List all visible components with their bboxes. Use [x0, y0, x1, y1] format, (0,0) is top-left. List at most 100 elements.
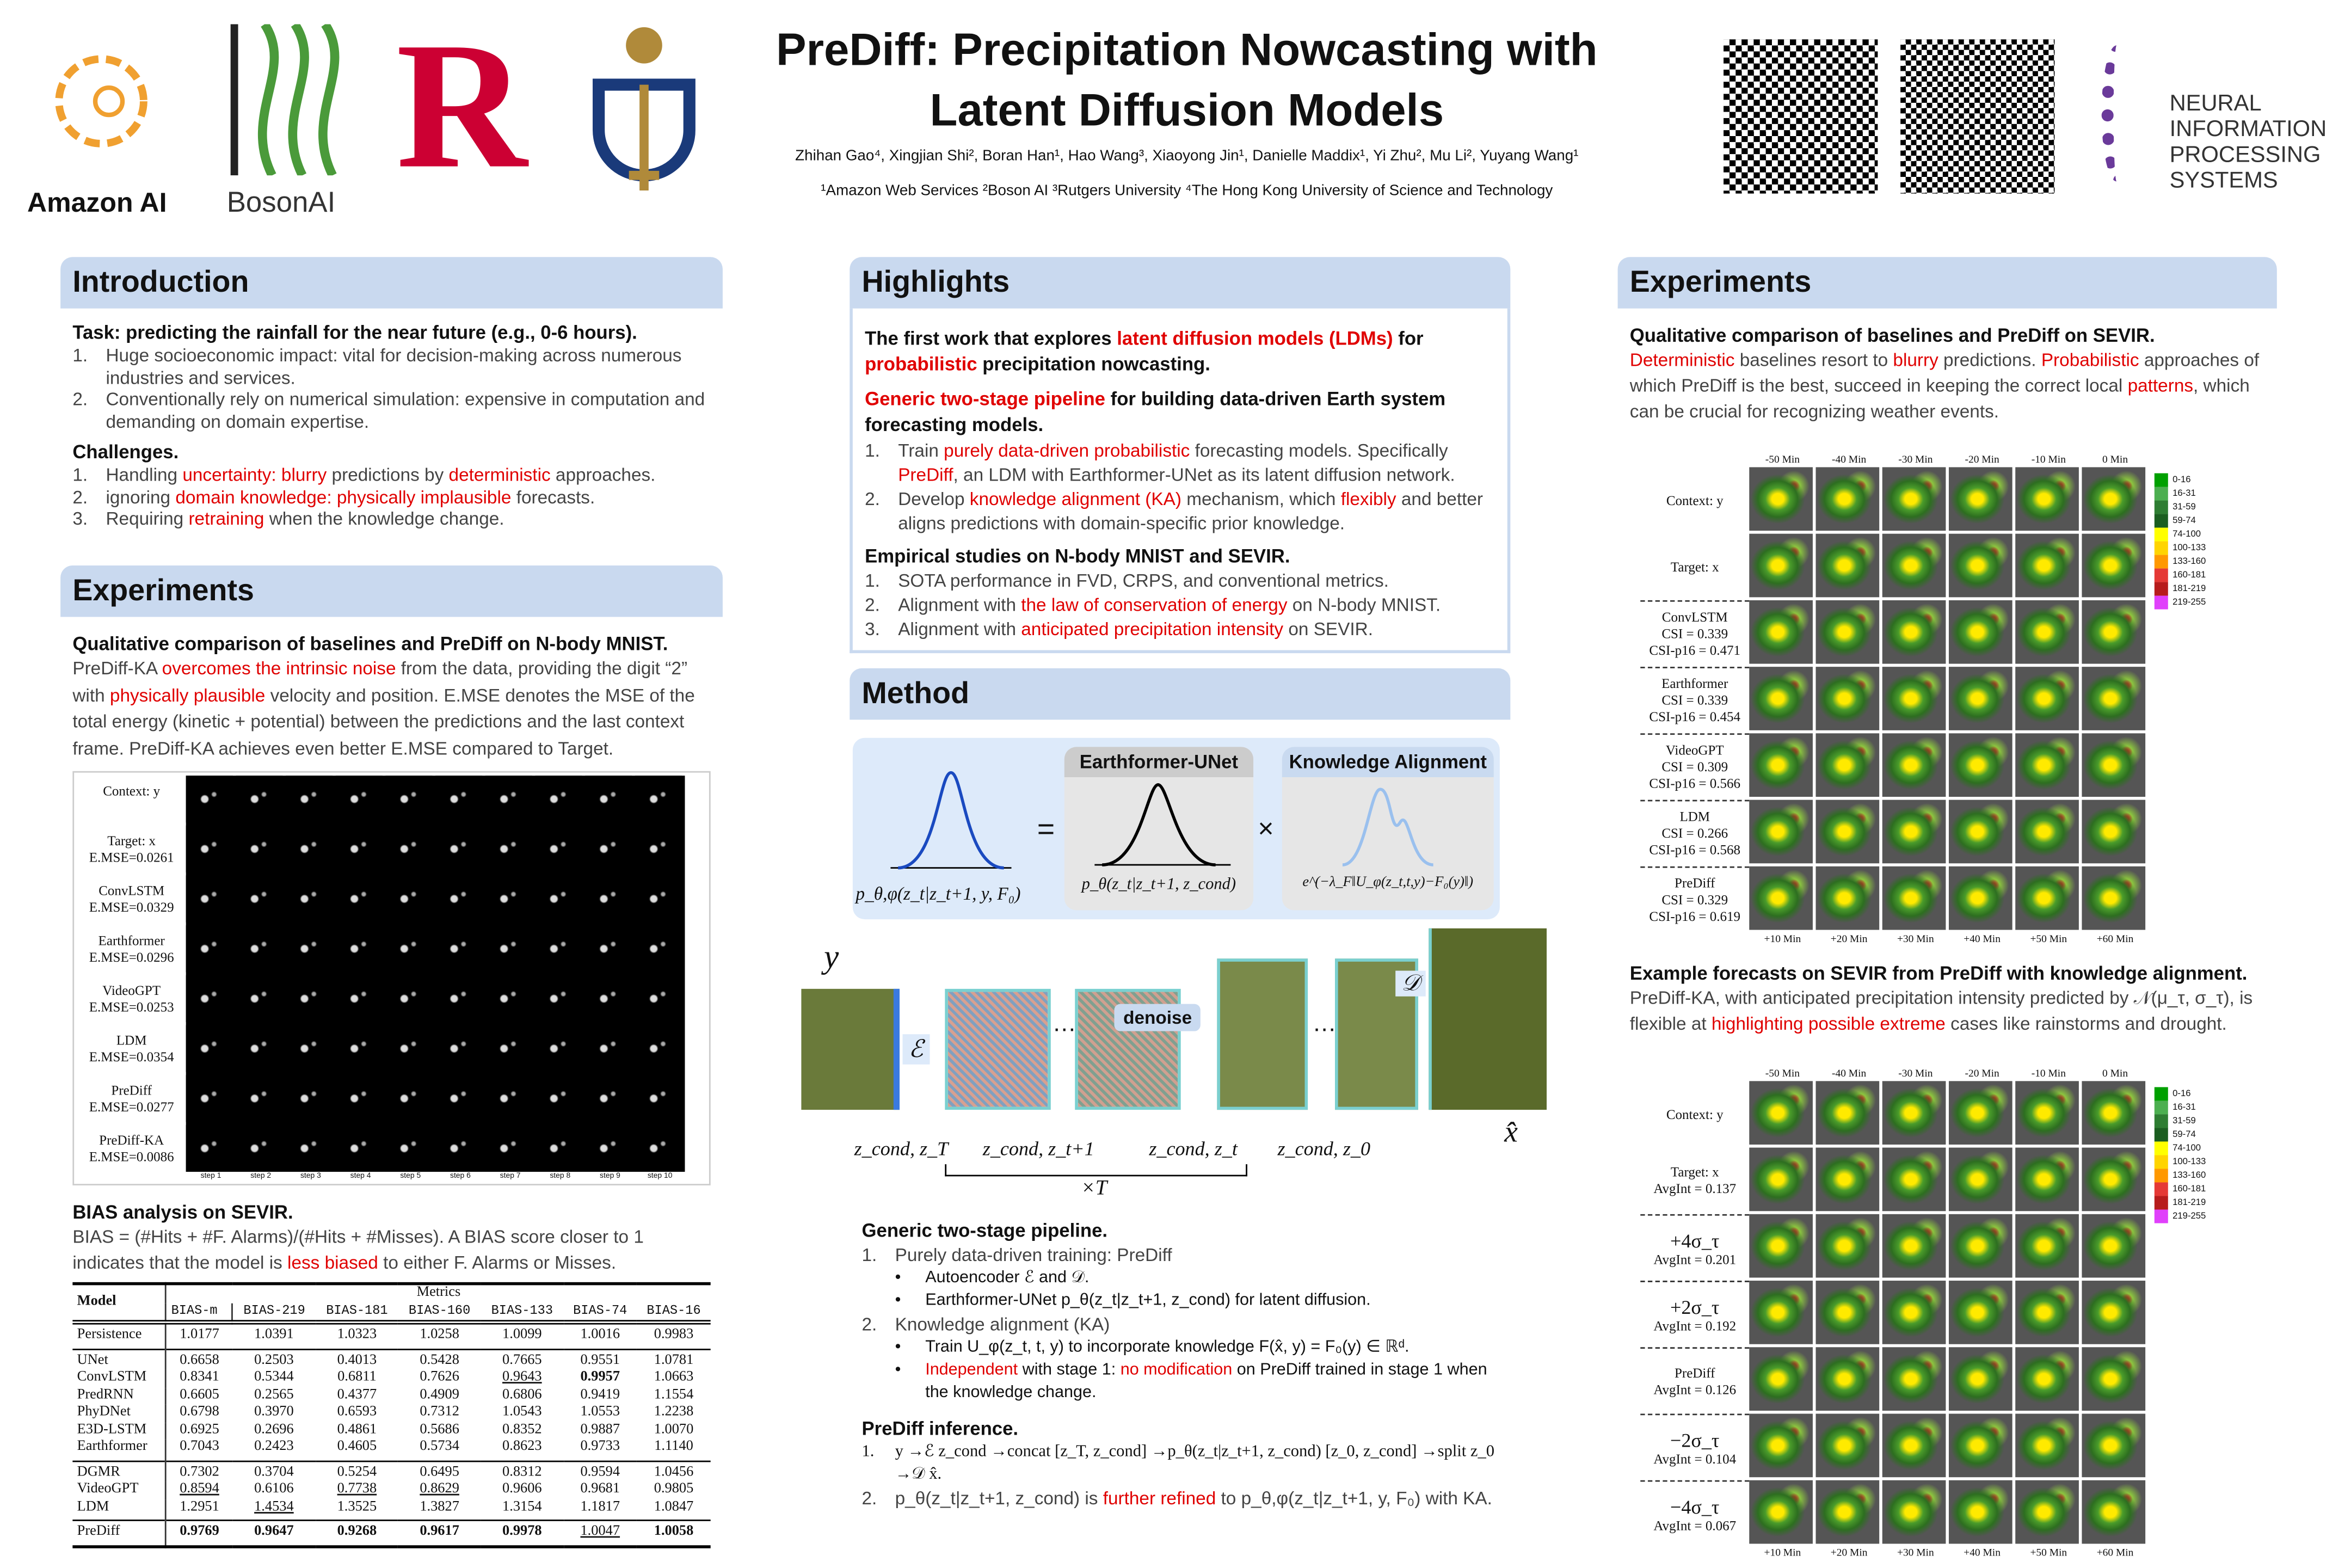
radar-frame [1948, 533, 2012, 598]
table-cell: 0.8594 [180, 1481, 219, 1497]
emse-value: E.MSE=0.0086 [89, 1149, 174, 1165]
radar-frame [1815, 1480, 1880, 1544]
time-label: -10 Min [2031, 453, 2066, 466]
qr-code-github[interactable] [1900, 39, 2055, 194]
radar-frame [1882, 1413, 1946, 1478]
mnist-frame [485, 925, 532, 973]
step-label: step 1 [200, 1172, 221, 1181]
legend-item: 59-74 [2154, 514, 2206, 528]
list-item: 2. p_θ(z_t|z_t+1, z_cond) is further refi… [861, 1487, 1492, 1509]
table-cell: 0.2696 [254, 1422, 294, 1437]
mnist-grid-wrap: step 1 step 2 step 3 step 4 step 5 step 6 step… [186, 776, 685, 1181]
list-item: • Earthformer-UNet p_θ(z_t|z_t+1, z_cond)… [895, 1291, 1371, 1309]
legend-item: 59-74 [2154, 1128, 2206, 1142]
latent-label: z_cond, z_t [1149, 1137, 1238, 1160]
legend-label: 219-255 [2172, 598, 2206, 607]
legend-swatch [2154, 1209, 2168, 1223]
step-label: step 3 [300, 1172, 321, 1181]
legend-label: 74-100 [2172, 530, 2201, 539]
legend-swatch [2154, 1155, 2168, 1169]
highlight-text: less biased [287, 1252, 378, 1274]
qr-code-paper[interactable] [1724, 39, 1878, 194]
row-label: Target: x [1640, 534, 1749, 600]
radar-frame [1815, 1413, 1880, 1478]
legend-item: 100-133 [2154, 1155, 2206, 1169]
model-name: Context: y [1666, 492, 1724, 508]
table-cell: LDM [72, 1499, 167, 1521]
mnist-frame [435, 975, 483, 1022]
radar-frame [1749, 1347, 1813, 1411]
table-cell: 0.8623 [502, 1439, 542, 1455]
amazon-ai-logo [33, 33, 184, 173]
legend-swatch [2154, 555, 2168, 569]
mnist-frame [286, 1124, 333, 1172]
radar-frame [1815, 1347, 1880, 1411]
radar-frame [1882, 667, 1946, 730]
row-label: +2σ_τ AvgInt = 0.192 [1640, 1281, 1750, 1347]
table-cell: 1.0047 [580, 1524, 620, 1540]
nbody-mnist-figure: Context: y Target: x E.MSE=0.0261 ConvLSTM E… [72, 771, 711, 1186]
model-name: ConvLSTM [99, 883, 165, 899]
equation-left: p_θ,φ(z_t|z_t+1, y, F₀) [856, 883, 1021, 905]
list-item: 1. y →ℰ z_cond →concat [z_T, z_cond] →p_θ… [861, 1442, 1495, 1484]
sevir-body: Context: y Target: x ConvLSTM CSI = 0.339 CS… [1640, 467, 2275, 933]
legend-swatch [2154, 1196, 2168, 1210]
legend-label: 181-219 [2172, 584, 2206, 594]
metric-value: AvgInt = 0.104 [1653, 1450, 1737, 1466]
radar-frame [2082, 1480, 2146, 1544]
radar-grid [1749, 467, 2146, 933]
table-cell: 1.0391 [254, 1327, 294, 1343]
mnist-frame [535, 1075, 582, 1122]
model-name: VideoGPT [1665, 742, 1724, 758]
subheading: Qualitative comparison of baselines and … [72, 634, 668, 655]
model-name: +4σ_τ [1670, 1228, 1720, 1251]
table-cell: 0.6658 [180, 1352, 219, 1368]
legend-item: 0-16 [2154, 1087, 2206, 1101]
legend-swatch [2154, 1128, 2168, 1142]
text-segment: Alignment with [898, 594, 1021, 616]
step-labels: step 1 step 2 step 3 step 4 step 5 step 6 step… [186, 1172, 685, 1181]
time-label: -20 Min [1965, 1067, 1999, 1080]
table-cell: 1.2951 [180, 1499, 219, 1515]
mnist-frame [236, 1025, 283, 1072]
legend-label: 160-181 [2172, 1184, 2206, 1194]
text-segment: to either F. Alarms or Misses. [378, 1252, 617, 1274]
paragraph: PreDiff-KA, with anticipated precipitati… [1630, 986, 2277, 1037]
legend-item: 219-255 [2154, 595, 2206, 610]
text-segment: forecasting models. Specifically [1190, 440, 1448, 462]
emse-value: E.MSE=0.0296 [89, 949, 174, 965]
text-segment: SOTA performance in FVD, CRPS, and conve… [898, 570, 1389, 592]
table-cell: 0.5686 [420, 1422, 459, 1437]
subheading: Qualitative comparison of baselines and … [1629, 325, 2155, 347]
text-segment: Handling [106, 464, 183, 485]
radar-frame [1749, 866, 1813, 930]
table-cell: 0.9733 [580, 1439, 620, 1455]
table-cell: 0.9957 [580, 1369, 620, 1385]
radar-frame [2082, 533, 2146, 598]
legend-label: 74-100 [2172, 1143, 2201, 1153]
table-row: UNet 0.6658 0.2503 0.4013 0.5428 0.7665 0.9551… [72, 1349, 711, 1370]
highlight-text: patterns [2127, 374, 2194, 396]
metric-value: CSI-p16 = 0.619 [1649, 908, 1741, 924]
highlight-text: deterministic [448, 464, 551, 485]
legend-swatch [2154, 1100, 2168, 1115]
table-cell: 1.3827 [420, 1499, 459, 1515]
mnist-row-labels: Context: y Target: x E.MSE=0.0261 ConvLSTM E… [77, 776, 186, 1181]
table-cell: 0.2423 [254, 1439, 294, 1455]
model-name: Context: y [1666, 1106, 1724, 1121]
mnist-frame [186, 1025, 233, 1072]
highlight-text: purely data-driven probabilistic [944, 440, 1190, 462]
highlight-text: knowledge alignment (KA) [969, 488, 1181, 510]
distribution-curve-icon [1342, 788, 1434, 866]
table-cell: 0.8352 [502, 1422, 542, 1437]
metric-value: AvgInt = 0.126 [1653, 1381, 1737, 1397]
list-item: • Train U_φ(z_t, t, y) to incorporate kno… [895, 1338, 1410, 1356]
legend-swatch [2154, 1087, 2168, 1101]
subheading: BIAS analysis on SEVIR. [72, 1202, 293, 1223]
radar-frame [2015, 1281, 2079, 1344]
table-row: LDM 1.2951 1.4534 1.3525 1.3827 1.3154 1.1817 1… [72, 1499, 710, 1521]
metric-value: CSI = 0.309 [1661, 759, 1728, 774]
radar-frame [1815, 866, 1880, 930]
model-name: PreDiff-KA [99, 1132, 164, 1148]
table-cell: Earthformer [72, 1439, 167, 1461]
